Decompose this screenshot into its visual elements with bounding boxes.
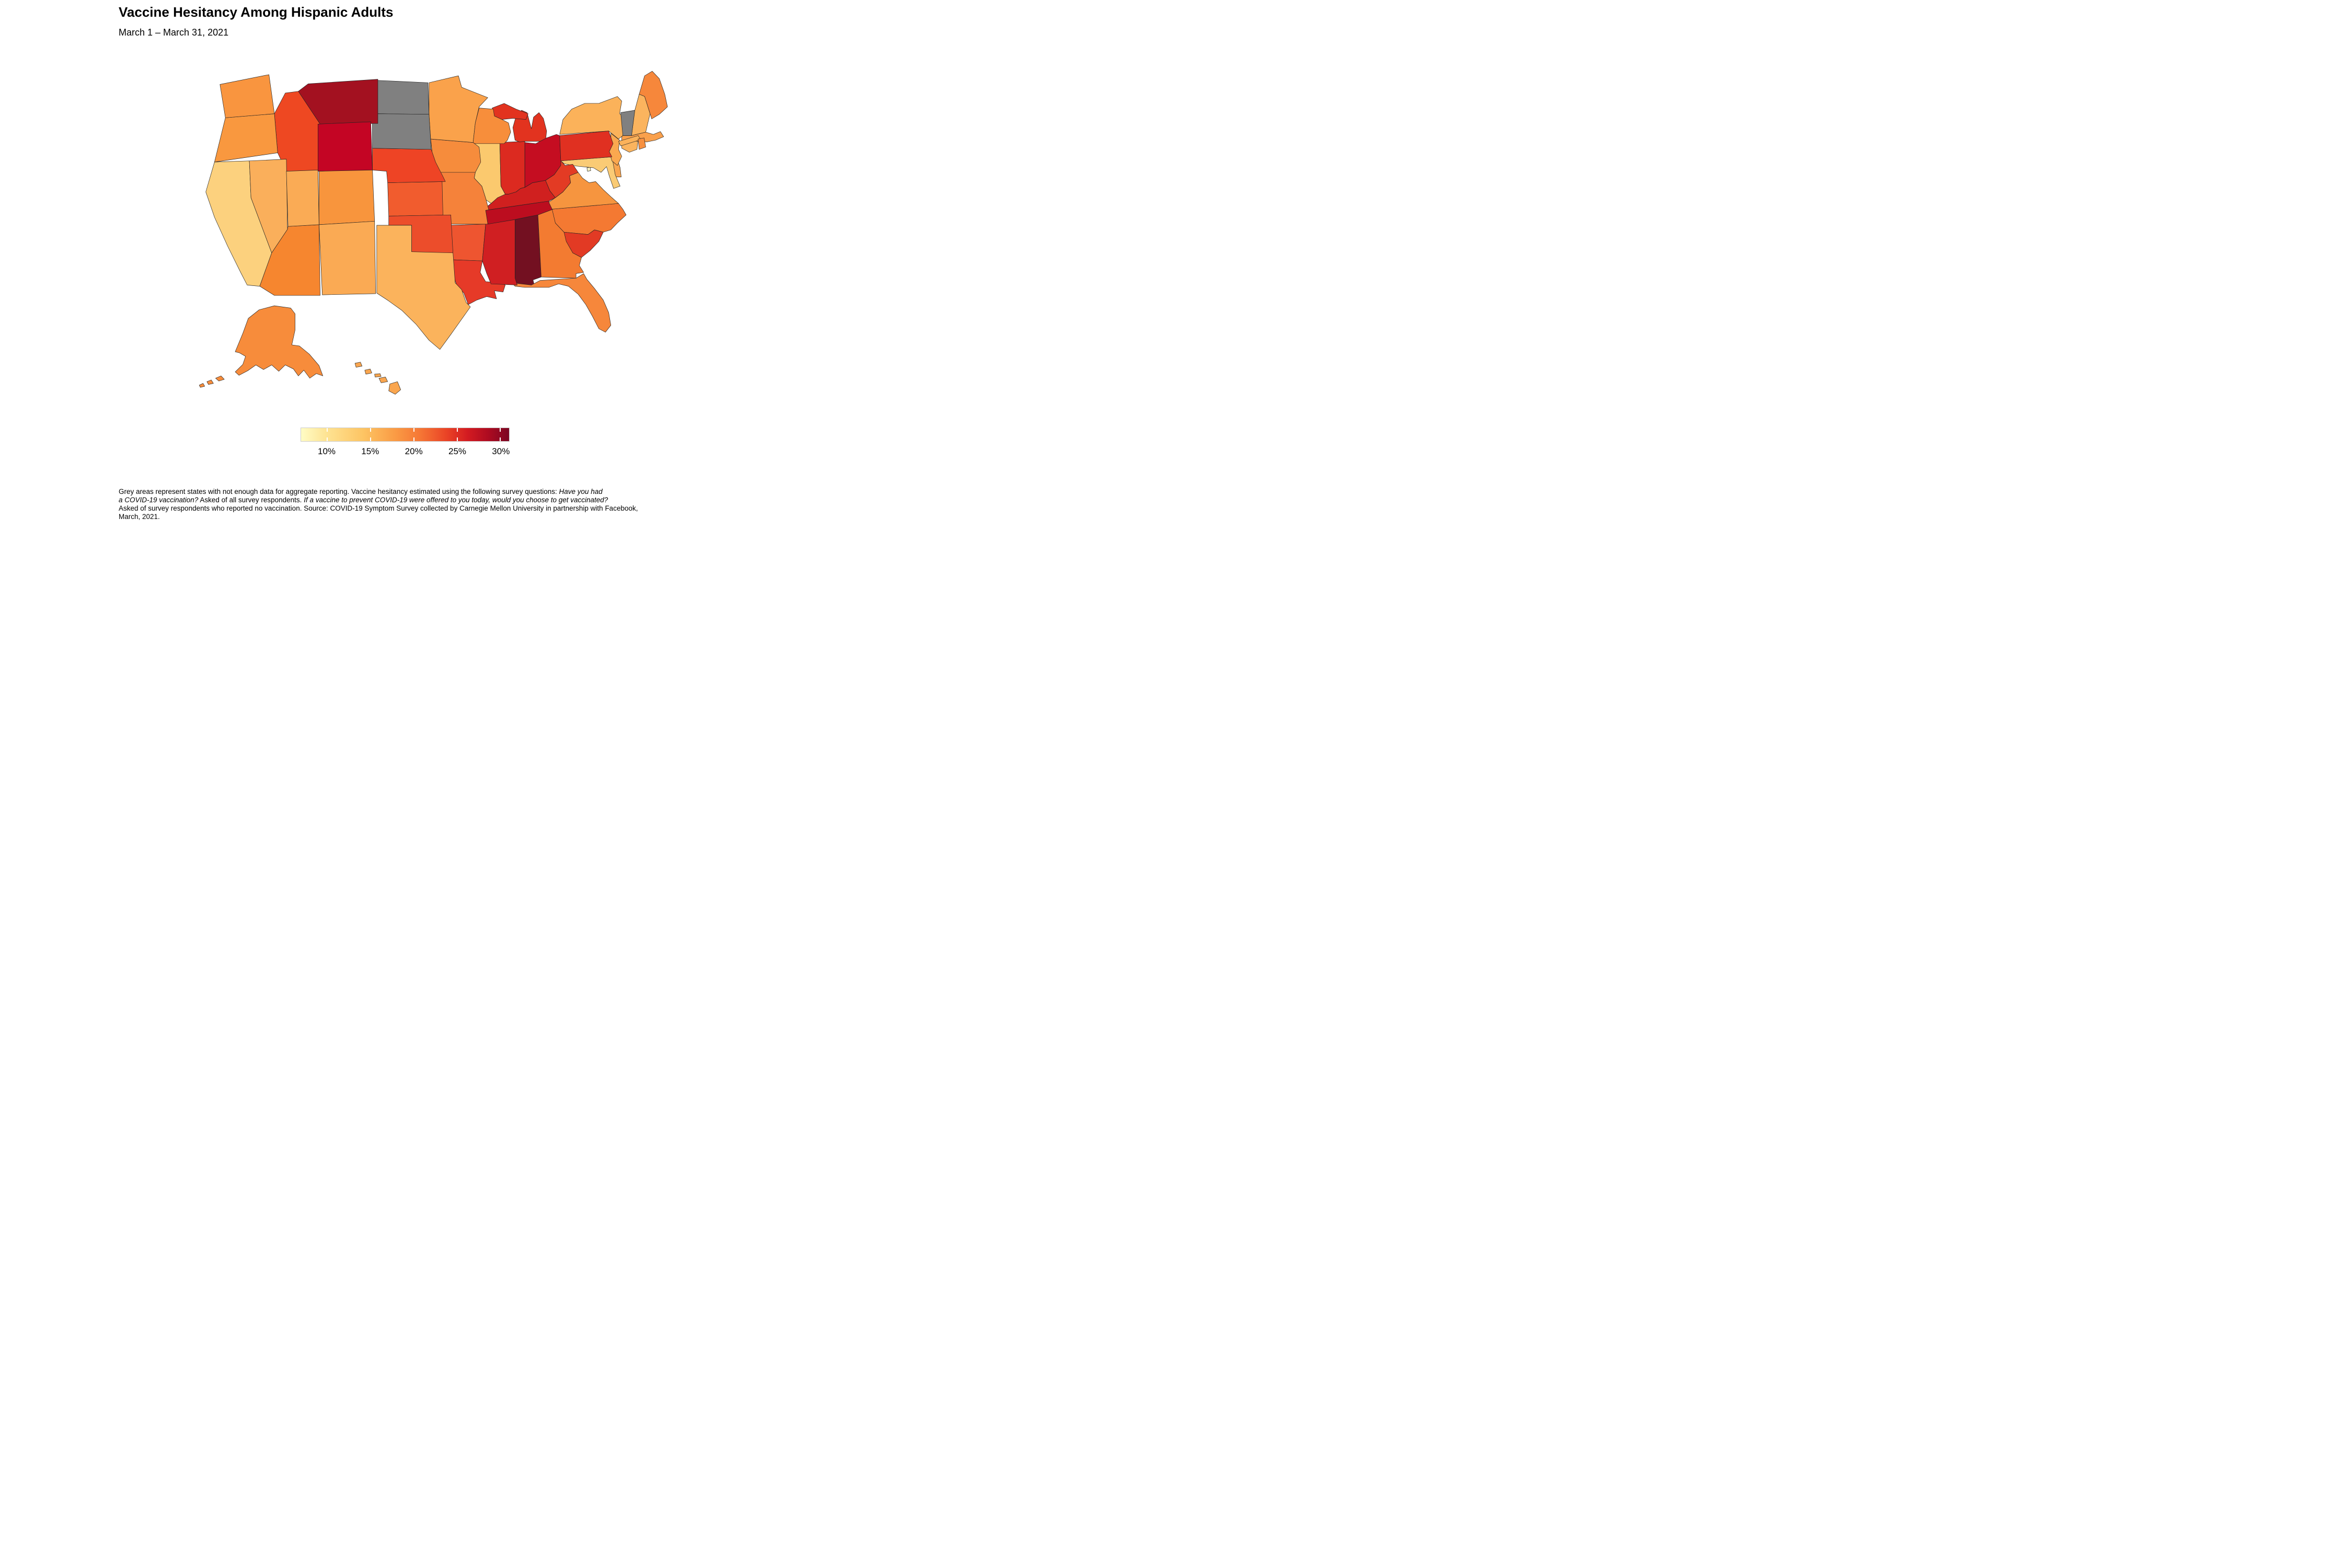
- state-AK: Alaska: 19%: [207, 380, 214, 385]
- state-WY: Wyoming: 27%: [318, 122, 372, 171]
- state-WA: Washington: 18.5%: [220, 75, 274, 118]
- legend-gradient-bar: [301, 428, 510, 442]
- footnote-line: Grey areas represent states with not eno…: [119, 488, 603, 495]
- state-IN: Indiana: 25%: [500, 141, 525, 194]
- state-HI: Hawaii: 17%: [389, 382, 401, 394]
- legend-tick-mark: [456, 428, 458, 432]
- legend-tick-label: 25%: [448, 446, 467, 456]
- legend: 10% 15% 20% 25% 30%: [301, 428, 510, 469]
- state-KS: Kansas: 22%: [388, 181, 451, 216]
- legend-tick-label: 15%: [361, 446, 379, 456]
- state-SD: South Dakota: not enough data: [373, 114, 432, 149]
- footnote-line: a COVID-19 vaccination? Asked of all sur…: [119, 496, 608, 504]
- legend-tick-mark: [413, 437, 414, 441]
- state-NE: Nebraska: 23.5%: [373, 148, 446, 183]
- state-HI: Hawaii: 17%: [355, 362, 362, 367]
- state-TX: Texas: 15.5%: [377, 225, 470, 350]
- state-NY: New York: 15.5%: [560, 97, 623, 139]
- legend-tick-mark: [326, 437, 328, 441]
- state-MD: Maryland: 12.5%: [561, 157, 620, 189]
- footnote-line: March, 2021.: [119, 513, 160, 521]
- state-AK: Alaska: 19%: [235, 306, 323, 378]
- legend-tick-mark: [326, 428, 328, 432]
- legend-tick-label: 20%: [405, 446, 423, 456]
- state-DC: District of Columbia: 8%: [587, 167, 591, 171]
- state-CO: Colorado: 18.5%: [319, 169, 374, 225]
- state-HI: Hawaii: 17%: [365, 369, 372, 374]
- state-WV: West Virginia: 24%: [546, 161, 579, 198]
- state-AK: Alaska: 19%: [216, 376, 225, 381]
- state-HI: Hawaii: 17%: [379, 377, 388, 383]
- state-PA: Pennsylvania: 24.5%: [560, 131, 613, 161]
- state-AL: Alabama: 32%: [515, 215, 541, 287]
- state-VT: Vermont: not enough data: [621, 110, 635, 135]
- legend-tick-labels: 10% 15% 20% 25% 30%: [301, 446, 510, 459]
- state-HI: Hawaii: 17%: [375, 374, 382, 377]
- state-NV: Nevada: 16%: [249, 159, 287, 253]
- page-subtitle: March 1 – March 31, 2021: [119, 27, 229, 38]
- legend-tick-label: 10%: [317, 446, 336, 456]
- legend-tick-mark: [413, 428, 414, 432]
- state-MS: Mississippi: 26%: [482, 220, 517, 285]
- state-TN: Tennessee: 28%: [486, 201, 553, 224]
- state-RI: Rhode Island: 19%: [638, 138, 646, 149]
- state-ND: North Dakota: not enough data: [378, 80, 429, 114]
- state-UT: Utah: 16.5%: [286, 170, 319, 226]
- legend-tick-mark: [370, 437, 371, 441]
- state-AK: Alaska: 19%: [199, 384, 204, 388]
- us-choropleth-map: Alabama: 32%Alaska: 19%Alaska: 19%Alaska…: [183, 59, 706, 403]
- state-AR: Arkansas: 22.5%: [451, 224, 486, 261]
- state-SC: South Carolina: 24%: [564, 230, 603, 258]
- legend-tick-mark: [370, 428, 371, 432]
- state-WI: Wisconsin: 19%: [473, 108, 511, 144]
- page-title: Vaccine Hesitancy Among Hispanic Adults: [119, 4, 394, 20]
- state-OR: Oregon: 18.5%: [214, 114, 278, 162]
- footnote-line: Asked of survey respondents who reported…: [119, 504, 638, 512]
- state-NM: New Mexico: 16.5%: [319, 221, 375, 295]
- state-NC: North Carolina: 20.5%: [552, 203, 626, 234]
- legend-tick-mark: [500, 437, 501, 441]
- state-FL: Florida: 19.5%: [512, 273, 611, 332]
- legend-tick-mark: [500, 428, 501, 432]
- footnote: Grey areas represent states with not eno…: [119, 488, 778, 521]
- legend-tick-mark: [456, 437, 458, 441]
- legend-tick-label: 30%: [492, 446, 510, 456]
